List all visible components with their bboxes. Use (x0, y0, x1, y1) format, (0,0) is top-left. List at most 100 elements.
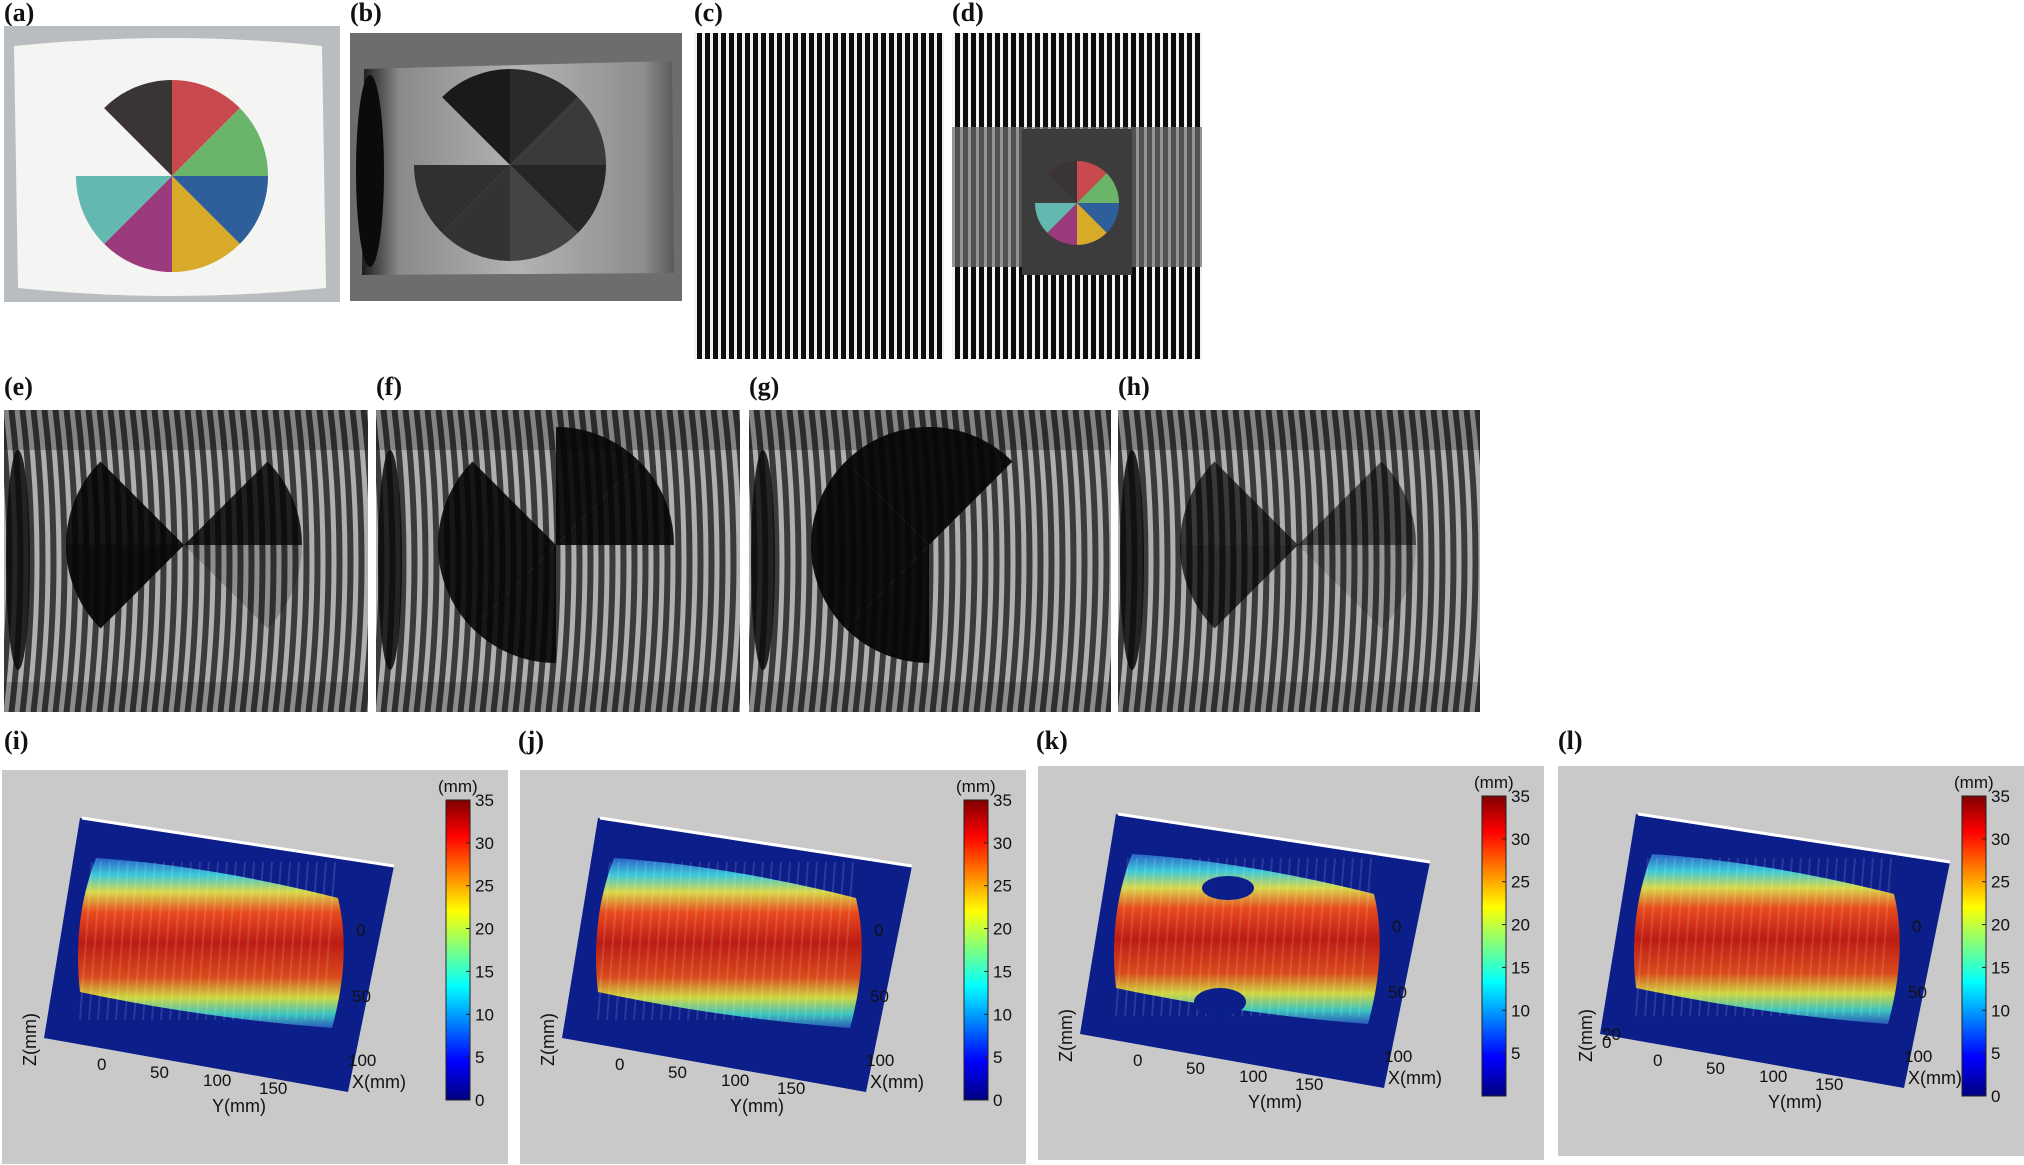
fringe-line (628, 410, 643, 712)
colorbar-tick: 35 (1991, 787, 2010, 806)
dark-sector (556, 461, 674, 545)
fringe-line (1078, 410, 1093, 712)
fringe-line (25, 410, 40, 712)
y-tick: 100 (1759, 1067, 1787, 1086)
surface (78, 858, 344, 1028)
x-axis-label: X(mm) (1388, 1068, 1442, 1088)
label-j: (j) (518, 726, 544, 755)
pie-sector (172, 80, 240, 176)
fringe-line (36, 410, 51, 712)
x-tick: 0 (1912, 917, 1921, 936)
surface-plot-k: (mm) 35 30 25 20 15 10 5 0 50 100 150 Y(mm) 0 50 100 X(m… (1038, 766, 1544, 1160)
fringe-line (1447, 410, 1462, 712)
fringe-line (1161, 410, 1176, 712)
fringe-line (1381, 410, 1396, 712)
colorbar-tick: 0 (475, 1091, 484, 1110)
y-tick: 100 (721, 1071, 749, 1090)
colorbar-tick: 0 (1991, 1087, 2000, 1106)
y-tick: 150 (777, 1079, 805, 1098)
colorbar-tick: 15 (475, 962, 494, 981)
pie-sector (1077, 203, 1119, 233)
surface-plot-i: (mm) 35 30 25 20 15 10 5 0 0 50 100 150 Y(mm) 0 50 100 X(… (2, 770, 508, 1164)
fringe-line (672, 410, 687, 712)
colorbar-unit: (mm) (438, 777, 478, 796)
fringe-line (1271, 410, 1286, 712)
fringe-line (190, 410, 205, 712)
fringe-line (683, 410, 698, 712)
colorbar-tick: 0 (993, 1091, 1002, 1110)
colorbar-tick: 10 (1511, 1001, 1530, 1020)
fringe-line (1425, 410, 1440, 712)
label-c: (c) (694, 0, 723, 27)
pie-sector (510, 69, 578, 165)
pie-sector (1035, 203, 1077, 233)
x-tick: 50 (352, 987, 371, 1006)
x-tick: 50 (1388, 983, 1407, 1002)
colorbar-tick: 5 (1511, 1044, 1520, 1063)
dark-sector (811, 545, 929, 629)
fringe-line (256, 410, 271, 712)
colorbar-tick: 5 (993, 1048, 1002, 1067)
colorbar-tick: 10 (1991, 1001, 2010, 1020)
x-axis-label: X(mm) (1908, 1068, 1962, 1088)
y-tick: 50 (1186, 1059, 1205, 1078)
y-tick: 0 (97, 1055, 106, 1074)
colorbar-tick: 25 (993, 877, 1012, 896)
fringe-line (694, 410, 709, 712)
dark-sector (66, 461, 184, 545)
colorbar-tick: 35 (1511, 787, 1530, 806)
dark-sector (1180, 545, 1298, 629)
fringe-line (1315, 410, 1330, 712)
y-tick: 100 (203, 1071, 231, 1090)
y-tick: 0 (1133, 1051, 1142, 1070)
pie-sector (172, 108, 268, 176)
fringe-line (245, 410, 260, 712)
label-f: (f) (376, 372, 402, 401)
colorbar-tick: 30 (1511, 830, 1530, 849)
fringe-line (1023, 410, 1038, 712)
dark-sector (929, 427, 1013, 545)
pie-sector (1077, 161, 1107, 203)
fringe-pattern (694, 33, 944, 359)
fringe-line (1067, 410, 1082, 712)
fringe-line (289, 410, 304, 712)
colorbar-tick: 25 (1991, 873, 2010, 892)
fringe-line (1337, 410, 1352, 712)
colorbar (445, 799, 471, 1101)
dark-sector (811, 461, 929, 545)
dark-sector (556, 427, 640, 545)
pie-sector (510, 97, 606, 165)
surface (596, 858, 862, 1028)
x-axis-label: X(mm) (352, 1072, 406, 1092)
dark-sector (845, 427, 929, 545)
fringe-line (1458, 410, 1473, 712)
fringe-line (234, 410, 249, 712)
y-tick: 150 (259, 1079, 287, 1098)
colorbar-tick: 5 (1991, 1044, 2000, 1063)
composite-fringe (952, 33, 1202, 359)
pie-sector (442, 165, 510, 261)
pie-sector (76, 176, 172, 244)
dark-sector (438, 545, 556, 629)
hole (1194, 988, 1246, 1016)
pie-sector (414, 165, 510, 233)
fringe-line (1282, 410, 1297, 712)
colorbar-tick: 15 (1511, 958, 1530, 977)
y-axis-label: Y(mm) (1768, 1092, 1822, 1112)
photo-color-target (4, 26, 340, 302)
y-axis-label: Y(mm) (1248, 1092, 1302, 1112)
photo-grayscale-target (350, 33, 682, 301)
label-k: (k) (1036, 726, 1068, 755)
dark-sector (472, 545, 556, 663)
x-tick: 100 (866, 1051, 894, 1070)
dark-sector (1298, 545, 1416, 629)
colorbar-tick: 20 (1511, 916, 1530, 935)
dark-sector (1180, 461, 1298, 545)
x-tick: 100 (1384, 1047, 1412, 1066)
colorbar-tick: 30 (993, 834, 1012, 853)
fringe-line (1469, 410, 1480, 712)
fringe-line (770, 410, 785, 712)
y-tick: 150 (1815, 1075, 1843, 1094)
fringe-line (179, 410, 194, 712)
label-b: (b) (350, 0, 382, 27)
